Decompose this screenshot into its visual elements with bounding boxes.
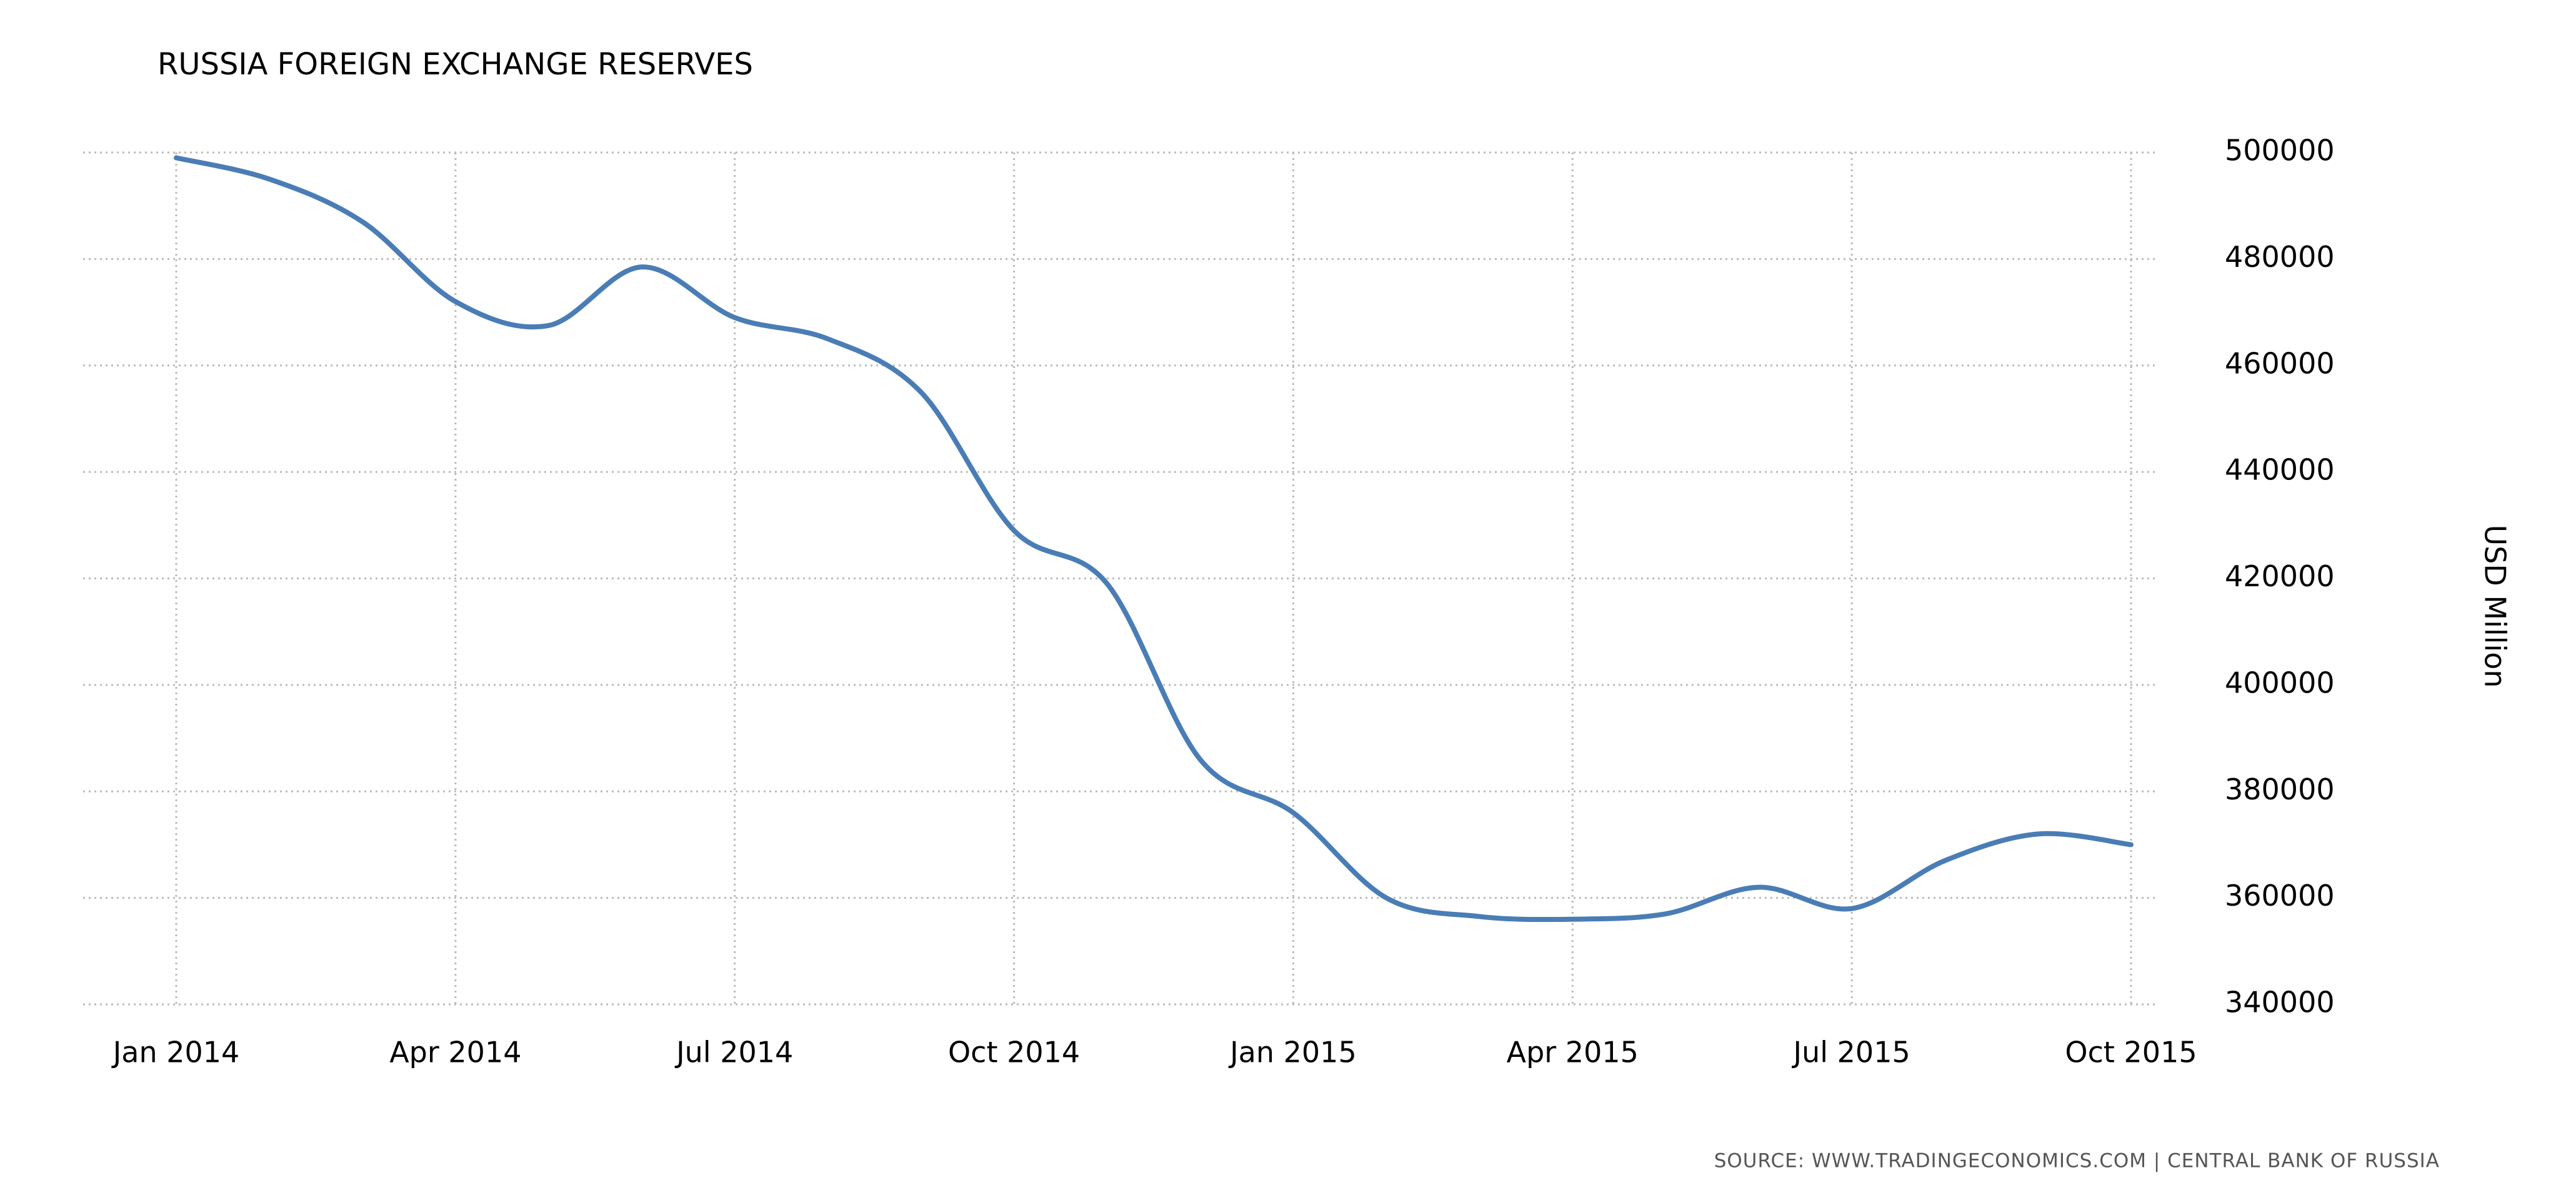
y-tick-label: 340000 [2225,986,2335,1019]
x-tick-label: Apr 2014 [389,1036,521,1069]
y-tick-label: 400000 [2225,666,2335,699]
y-tick-label: 420000 [2225,559,2335,593]
x-tick-label: Oct 2015 [2065,1036,2197,1069]
y-tick-label: 360000 [2225,879,2335,912]
x-tick-label: Jul 2015 [1792,1036,1910,1069]
chart-title: RUSSIA FOREIGN EXCHANGE RESERVES [157,47,753,82]
y-tick-label: 500000 [2225,134,2335,168]
data-line [174,155,2134,922]
x-tick-label: Jan 2014 [111,1036,240,1069]
x-tick-label: Oct 2014 [948,1036,1080,1069]
source-note: SOURCE: WWW.TRADINGECONOMICS.COM | CENTR… [1714,1150,2440,1172]
y-tick-label: 440000 [2225,453,2335,487]
x-tick-label: Jul 2014 [674,1036,793,1069]
x-tick-label: Jan 2015 [1228,1036,1357,1069]
y-tick-label: 380000 [2225,772,2335,806]
y-tick-label: 480000 [2225,240,2335,274]
y-axis-label: USD Million [2479,524,2512,688]
y-tick-label: 460000 [2225,346,2335,380]
x-tick-label: Apr 2015 [1507,1036,1639,1069]
